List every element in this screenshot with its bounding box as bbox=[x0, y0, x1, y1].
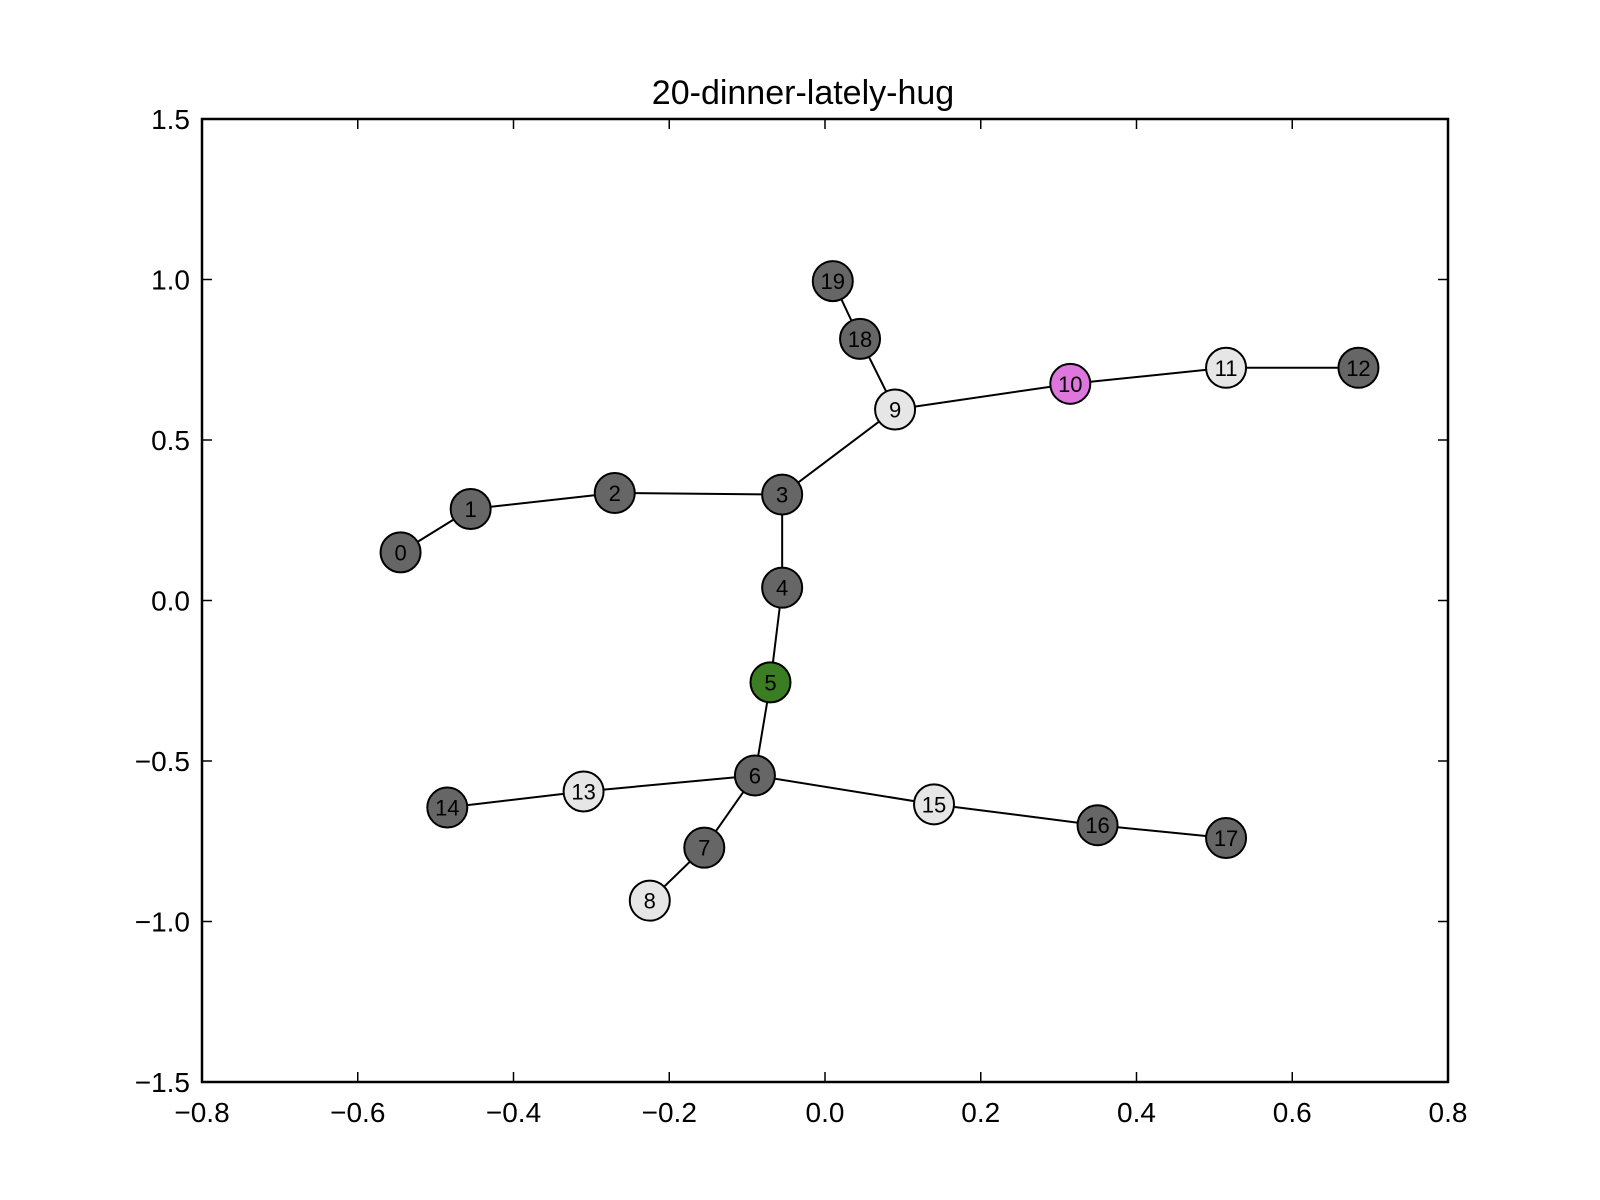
graph-node: 11 bbox=[1205, 346, 1248, 389]
node-label: 16 bbox=[1085, 813, 1109, 838]
graph-edge bbox=[447, 790, 584, 809]
node-label: 18 bbox=[848, 327, 872, 352]
node-marker bbox=[683, 826, 726, 869]
graph-node: 13 bbox=[562, 770, 605, 813]
node-marker bbox=[426, 786, 469, 829]
y-tick-label: 1.0 bbox=[151, 265, 190, 296]
graph-edge bbox=[470, 491, 615, 511]
node-label: 2 bbox=[609, 481, 621, 506]
node-marker bbox=[593, 471, 636, 514]
graph-node: 14 bbox=[426, 786, 469, 829]
x-tick-label: 0.6 bbox=[1273, 1097, 1312, 1128]
node-label: 15 bbox=[922, 792, 946, 817]
node-label: 13 bbox=[571, 779, 595, 804]
y-tick-label: 0.5 bbox=[151, 425, 190, 456]
graph-edge bbox=[1070, 366, 1227, 385]
axes-layer: −0.8 −0.6 −0.4 −0.2 0.0 0.2 0.4 0.6 0.8 1.5 1.0 0.5… bbox=[135, 104, 1468, 1128]
graph-node: 2 bbox=[593, 471, 636, 514]
graph-edge bbox=[933, 803, 1098, 827]
graph-node: 15 bbox=[913, 783, 956, 826]
node-label: 6 bbox=[749, 763, 761, 788]
y-tick-label: −0.5 bbox=[135, 746, 190, 777]
graph-node: 16 bbox=[1076, 804, 1119, 847]
node-marker bbox=[1076, 804, 1119, 847]
graph-edge bbox=[614, 491, 783, 496]
node-label: 10 bbox=[1058, 372, 1082, 397]
y-tick-label: 0.0 bbox=[151, 586, 190, 617]
node-label: 0 bbox=[394, 540, 406, 565]
node-marker bbox=[913, 783, 956, 826]
node-label: 5 bbox=[764, 670, 776, 695]
graph-node: 18 bbox=[839, 317, 882, 360]
graph-edge bbox=[754, 774, 935, 806]
node-label: 1 bbox=[465, 497, 477, 522]
node-marker bbox=[1205, 346, 1248, 389]
graph-node: 12 bbox=[1337, 346, 1380, 389]
graph-node: 19 bbox=[811, 260, 854, 303]
x-tick-label: 0.0 bbox=[806, 1097, 845, 1128]
node-label: 7 bbox=[698, 836, 710, 861]
x-tick-label: −0.2 bbox=[642, 1097, 697, 1128]
graph-node: 8 bbox=[628, 879, 671, 922]
node-marker bbox=[761, 473, 804, 516]
node-marker bbox=[811, 260, 854, 303]
graph-node: 9 bbox=[874, 388, 917, 431]
node-marker bbox=[761, 566, 804, 609]
graph-node: 5 bbox=[749, 661, 792, 704]
node-label: 17 bbox=[1214, 826, 1238, 851]
graph-node: 3 bbox=[761, 473, 804, 516]
node-label: 8 bbox=[644, 889, 656, 914]
y-tick-label: −1.0 bbox=[135, 907, 190, 938]
node-marker bbox=[749, 661, 792, 704]
x-tick-label: −0.4 bbox=[486, 1097, 541, 1128]
x-tick-label: −0.6 bbox=[330, 1097, 385, 1128]
graph-node: 1 bbox=[449, 488, 492, 531]
node-label: 3 bbox=[776, 483, 788, 508]
graph-node: 7 bbox=[683, 826, 726, 869]
node-label: 14 bbox=[435, 796, 459, 821]
node-marker bbox=[839, 317, 882, 360]
node-label: 11 bbox=[1215, 356, 1238, 381]
node-label: 12 bbox=[1346, 356, 1370, 381]
graph-edge bbox=[583, 774, 756, 793]
node-marker bbox=[379, 531, 422, 574]
node-marker bbox=[1337, 346, 1380, 389]
graph-node: 0 bbox=[379, 531, 422, 574]
x-tick-label: 0.2 bbox=[961, 1097, 1000, 1128]
node-marker bbox=[1049, 362, 1092, 405]
node-marker bbox=[874, 388, 917, 431]
graph-edge bbox=[1097, 824, 1227, 840]
node-label: 4 bbox=[776, 576, 788, 601]
graph-node: 4 bbox=[761, 566, 804, 609]
x-tick-label: 0.8 bbox=[1429, 1097, 1468, 1128]
node-label: 9 bbox=[889, 398, 901, 423]
node-marker bbox=[733, 754, 776, 797]
node-marker bbox=[562, 770, 605, 813]
graph-edge bbox=[894, 382, 1071, 411]
x-tick-label: 0.4 bbox=[1117, 1097, 1156, 1128]
y-tick-label: 1.5 bbox=[151, 104, 190, 135]
y-tick-label: −1.5 bbox=[135, 1067, 190, 1098]
node-marker bbox=[1205, 817, 1248, 860]
node-marker bbox=[628, 879, 671, 922]
graph-node: 6 bbox=[733, 754, 776, 797]
graph-node: 10 bbox=[1049, 362, 1092, 405]
graph-edge bbox=[781, 408, 896, 496]
x-tick-label: −0.8 bbox=[174, 1097, 229, 1128]
graph-node: 17 bbox=[1205, 817, 1248, 860]
chart-title: 20-dinner-lately-hug bbox=[652, 74, 954, 112]
node-label: 19 bbox=[821, 269, 845, 294]
node-marker bbox=[449, 488, 492, 531]
